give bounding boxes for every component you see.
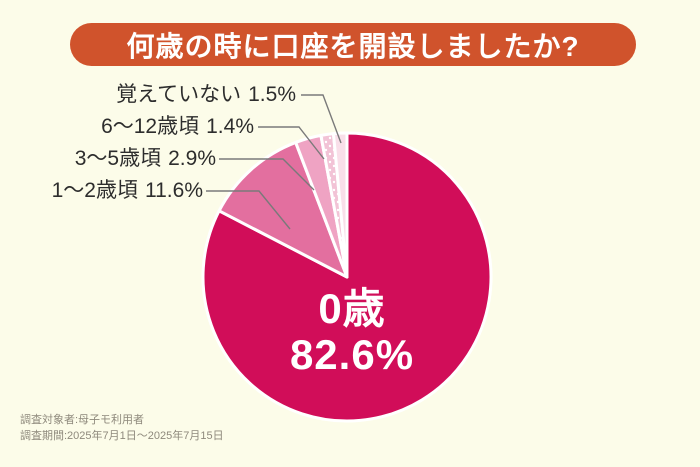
callout-label: 3〜5歳頃 xyxy=(74,147,162,170)
pie-center-label: 0歳 82.6% xyxy=(202,286,502,378)
callout-label: 覚えていない xyxy=(116,83,242,106)
pie-slice xyxy=(217,140,349,279)
survey-period: 調査期間:2025年7月1日〜2025年7月15日 xyxy=(20,430,224,442)
center-label-value: 82.6% xyxy=(289,331,415,378)
callout-value: 2.9% xyxy=(168,147,216,170)
pie-callout-oboeteinai: 覚えていない 1.5% xyxy=(116,84,296,106)
pie-callout-6-12: 6〜12歳頃 1.4% xyxy=(101,116,254,138)
survey-target: 調査対象者:母子モ利用者 xyxy=(20,414,145,426)
page-title: 何歳の時に口座を開設しましたか? xyxy=(126,30,580,62)
leader-line xyxy=(219,158,315,191)
callout-value: 1.4% xyxy=(206,115,254,138)
pie-callout-1-2: 1〜2歳頃 11.6% xyxy=(52,180,203,202)
pie-callout-3-5: 3〜5歳頃 2.9% xyxy=(75,148,216,170)
leader-line xyxy=(301,94,342,144)
pie-slice xyxy=(201,131,493,423)
center-label-category: 0歳 xyxy=(318,285,386,332)
survey-notes: 調査対象者:母子モ利用者 調査期間:2025年7月1日〜2025年7月15日 xyxy=(20,412,224,444)
callout-value: 1.5% xyxy=(248,83,296,106)
title-banner: 何歳の時に口座を開設しましたか? xyxy=(70,23,636,66)
callout-value: 11.6% xyxy=(144,179,203,202)
pie-slice xyxy=(331,131,349,279)
leader-line xyxy=(258,126,325,160)
callout-label: 6〜12歳頃 xyxy=(101,115,200,138)
leader-line xyxy=(206,190,291,230)
callout-label: 1〜2歳頃 xyxy=(51,179,138,202)
